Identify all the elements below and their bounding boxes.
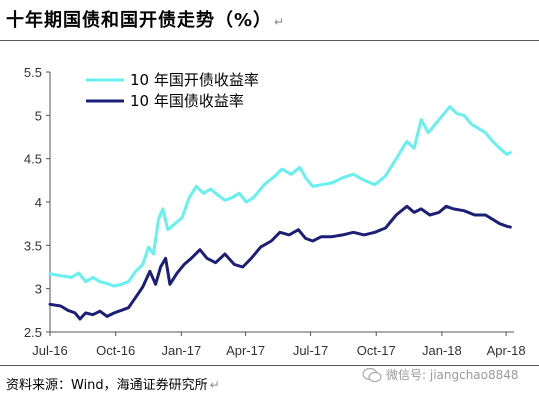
wechat-icon — [362, 367, 382, 382]
y-tick-label: 4 — [35, 195, 42, 210]
y-tick-label: 3.5 — [24, 238, 42, 253]
y-tick-label: 2.5 — [24, 325, 42, 340]
x-tick-label: Oct-17 — [357, 343, 396, 358]
legend-label: 10 年国开债收益率 — [130, 71, 259, 89]
x-tick-label: Jul-16 — [32, 343, 67, 358]
chart-series — [48, 105, 512, 321]
x-tick-label: Apr-18 — [487, 343, 526, 358]
x-tick-label: Jan-18 — [422, 343, 462, 358]
chart-legend: 10 年国开债收益率 10 年国债收益率 — [86, 71, 259, 110]
source-note: 资料来源：Wind，海通证券研究所 ↵ — [6, 378, 220, 393]
x-tick-label: Jul-17 — [293, 343, 328, 358]
legend-label: 10 年国债收益率 — [130, 92, 244, 110]
chart-axes: 2.5 3 3.5 4 4.5 5 5.5 Jul-16 Oct-16 Jan-17 Apr-17 J… — [24, 65, 526, 358]
series-line-treasury-yield — [48, 204, 512, 321]
source-divider — [0, 365, 539, 366]
x-tick-label: Apr-17 — [226, 343, 265, 358]
y-tick-label: 4.5 — [24, 152, 42, 167]
x-tick-label: Jan-17 — [161, 343, 201, 358]
paragraph-mark: ↵ — [209, 378, 220, 392]
y-tick-label: 3 — [35, 282, 42, 297]
y-tick-label: 5.5 — [24, 65, 42, 80]
x-tick-label: Oct-16 — [96, 343, 135, 358]
chart-title: 十年期国债和国开债走势（%） ↵ — [6, 10, 286, 31]
y-tick-label: 5 — [35, 108, 42, 123]
series-line-cdb-yield — [48, 105, 512, 288]
watermark: 微信号: jiangchao8848 — [362, 366, 519, 383]
line-chart: 2.5 3 3.5 4 4.5 5 5.5 Jul-16 Oct-16 Jan-17 Apr-17 J… — [24, 65, 526, 358]
title-divider — [0, 40, 539, 41]
paragraph-mark: ↵ — [274, 15, 286, 29]
watermark-text: 微信号: jiangchao8848 — [386, 368, 519, 382]
